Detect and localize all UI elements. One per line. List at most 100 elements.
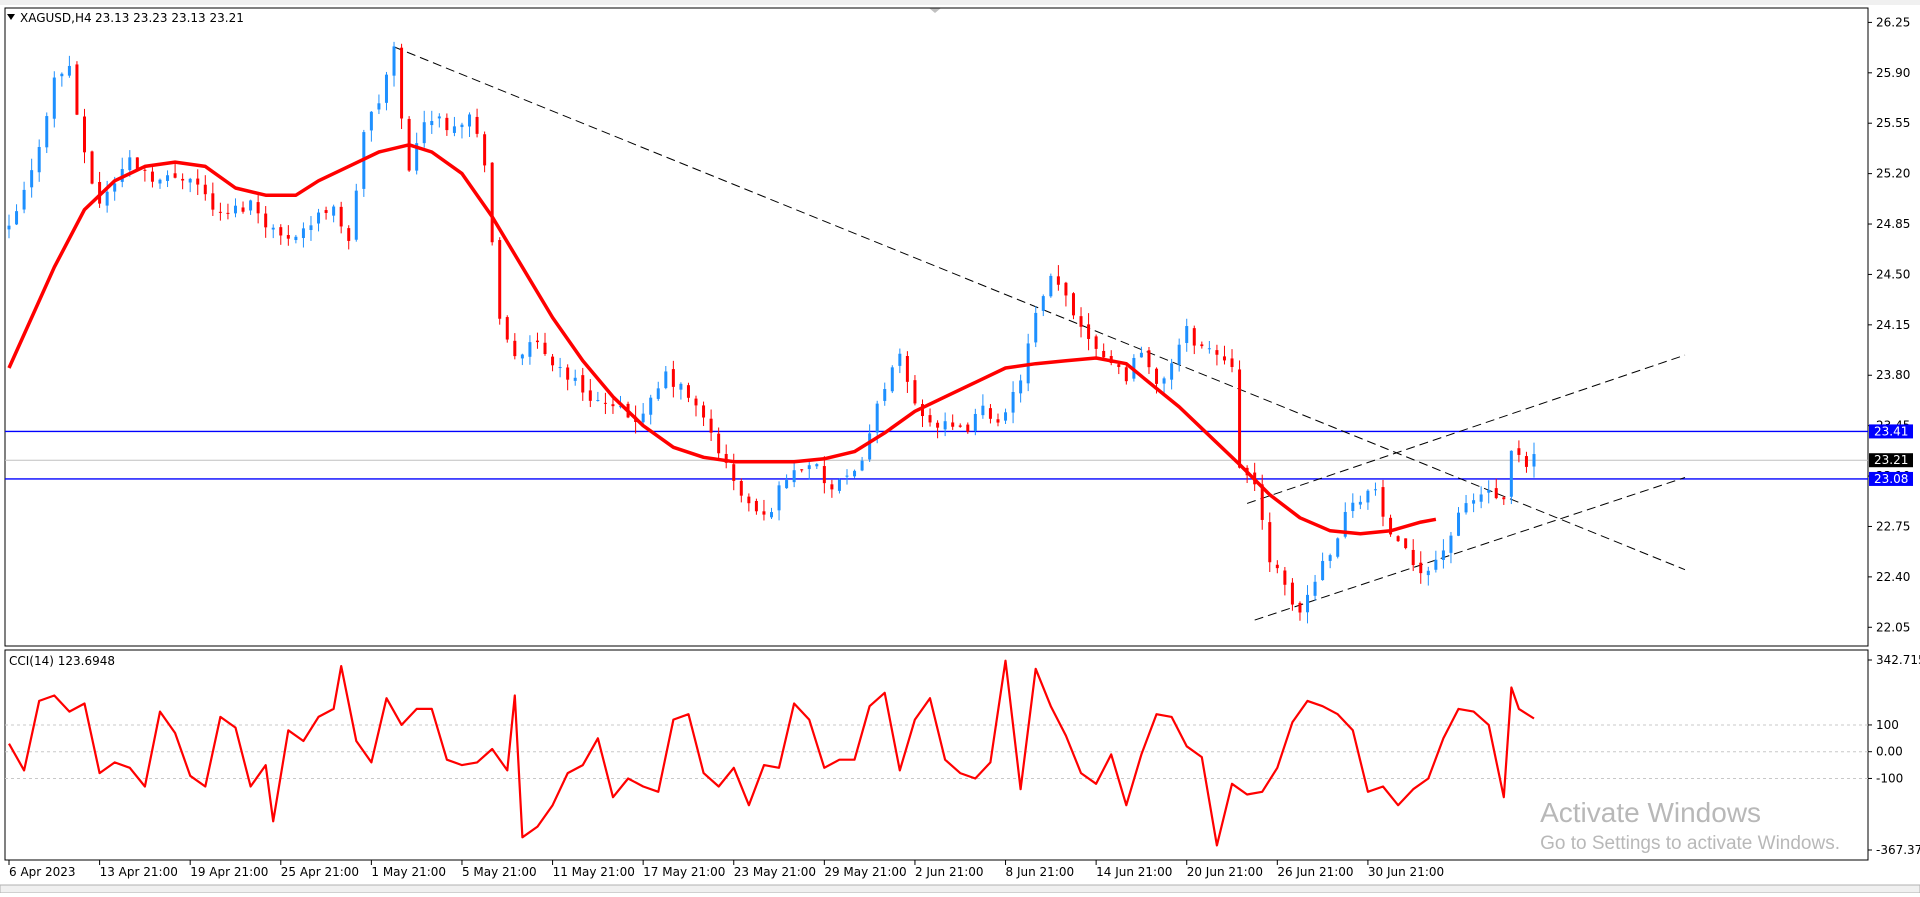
candle-body[interactable] [460,124,464,128]
candle-body[interactable] [664,371,668,389]
candle-body[interactable] [558,367,562,369]
candle-body[interactable] [739,480,743,496]
candle-body[interactable] [1011,391,1015,413]
candle-body[interactable] [377,103,381,110]
candle-body[interactable] [1094,336,1098,349]
candle-body[interactable] [1404,538,1408,549]
candle-body[interactable] [551,356,555,366]
candle-body[interactable] [528,342,532,357]
candle-body[interactable] [754,500,758,512]
candle-body[interactable] [1306,594,1310,613]
candle-body[interactable] [226,212,230,214]
collapse-triangle-icon[interactable] [7,14,15,20]
candle-body[interactable] [807,465,811,470]
candle-body[interactable] [1502,497,1506,500]
candle-body[interactable] [1328,555,1332,561]
candle-body[interactable] [468,114,472,127]
candle-body[interactable] [1290,582,1294,605]
candle-body[interactable] [37,146,41,173]
candle-body[interactable] [437,116,441,119]
candle-body[interactable] [785,480,789,489]
candle-body[interactable] [702,405,706,418]
candle-body[interactable] [1162,378,1166,384]
main-price-pane[interactable] [4,7,1869,647]
candle-body[interactable] [581,375,585,393]
candle-body[interactable] [392,46,396,76]
candle-body[interactable] [513,340,517,357]
candle-body[interactable] [1192,328,1196,346]
candle-body[interactable] [196,178,200,185]
candle-body[interactable] [158,179,162,184]
candle-body[interactable] [143,169,147,171]
candle-body[interactable] [981,405,985,416]
candle-body[interactable] [1411,549,1415,566]
candle-body[interactable] [686,385,690,398]
candle-body[interactable] [928,415,932,423]
candle-body[interactable] [1124,367,1128,382]
candle-body[interactable] [60,73,64,77]
candle-body[interactable] [30,170,34,188]
candle-body[interactable] [384,74,388,103]
candle-body[interactable] [52,77,56,119]
candle-body[interactable] [1494,488,1498,499]
candle-body[interactable] [128,157,132,171]
candle-body[interactable] [1004,412,1008,421]
candle-body[interactable] [1260,484,1264,520]
candle-body[interactable] [845,475,849,477]
candle-body[interactable] [679,383,683,390]
candle-body[interactable] [1509,450,1513,497]
candle-body[interactable] [898,353,902,366]
candle-body[interactable] [611,404,615,407]
candle-body[interactable] [294,236,298,241]
candle-body[interactable] [958,425,962,427]
candle-body[interactable] [890,367,894,392]
candle-body[interactable] [249,200,253,211]
candle-body[interactable] [211,193,215,210]
candle-body[interactable] [150,171,154,182]
candle-body[interactable] [1238,369,1242,468]
candle-body[interactable] [1396,536,1400,542]
candle-body[interactable] [301,228,305,239]
candle-body[interactable] [286,235,290,239]
candle-body[interactable] [218,211,222,213]
candle-body[interactable] [1079,316,1083,327]
candle-body[interactable] [1472,500,1476,504]
candle-body[interactable] [1426,570,1430,576]
candle-body[interactable] [505,317,509,340]
candle-body[interactable] [1524,456,1528,467]
candle-body[interactable] [339,206,343,227]
candle-body[interactable] [815,464,819,467]
candle-body[interactable] [1102,350,1106,358]
price-marker-box[interactable] [1869,471,1913,486]
candle-body[interactable] [1064,282,1068,296]
candle-body[interactable] [913,380,917,404]
candle-body[interactable] [483,134,487,166]
trendline-2[interactable] [1254,477,1686,621]
candle-body[interactable] [1177,344,1181,365]
candle-body[interactable] [966,424,970,432]
candle-body[interactable] [671,369,675,387]
candle-body[interactable] [452,126,456,133]
moving-average-line[interactable] [7,143,1437,536]
candle-body[interactable] [951,422,955,427]
candle-body[interactable] [1019,380,1023,394]
cci-indicator-pane[interactable] [4,649,1869,861]
candle-body[interactable] [996,419,1000,423]
candle-body[interactable] [1321,560,1325,581]
candle-body[interactable] [203,184,207,195]
candle-body[interactable] [1532,454,1536,467]
candle-body[interactable] [1441,550,1445,560]
candle-body[interactable] [1200,344,1204,347]
candle-body[interactable] [430,120,434,126]
candle-body[interactable] [45,116,49,148]
candle-body[interactable] [354,190,358,240]
candle-body[interactable] [732,464,736,481]
candle-body[interactable] [1034,312,1038,343]
candle-body[interactable] [22,189,26,210]
price-marker-box[interactable] [1869,453,1913,468]
cci-line[interactable] [8,659,1535,847]
candle-body[interactable] [619,406,623,408]
candle-body[interactable] [603,402,607,404]
candle-body[interactable] [1049,275,1053,297]
